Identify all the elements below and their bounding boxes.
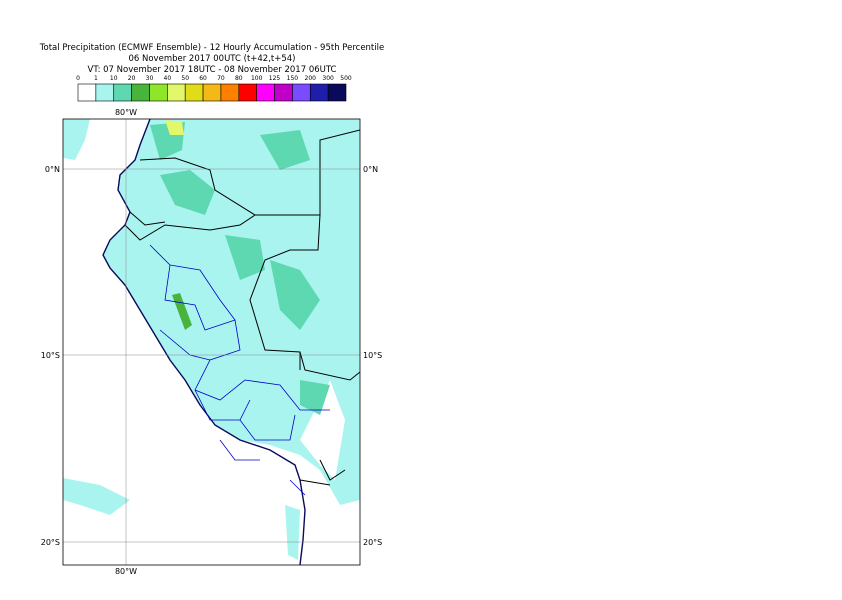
precip-moderate [260, 130, 310, 170]
colorbar-label: 0 [76, 75, 80, 82]
colorbar-box [274, 83, 293, 102]
colorbar-label: 60 [199, 75, 207, 82]
colorbar-label: 125 [269, 75, 281, 82]
colorbar-label: 500 [340, 75, 352, 82]
colorbar-box [95, 83, 115, 102]
precip-ocean [285, 505, 300, 560]
precip-moderate [160, 170, 215, 215]
colorbar-label: 30 [146, 75, 154, 82]
colorbar-label: 1 [94, 75, 98, 82]
precip-moderate [270, 260, 320, 330]
valid-time: VT: 07 November 2017 18UTC - 08 November… [88, 65, 337, 75]
lon-label: 80°W [115, 567, 137, 576]
colorbar-label: 70 [217, 75, 225, 82]
lat-label: 0°N [363, 165, 378, 174]
precip-ocean [63, 478, 130, 515]
title: Total Precipitation (ECMWF Ensemble) - 1… [39, 43, 384, 53]
colorbar-label: 150 [287, 75, 299, 82]
colorbar-label: 40 [164, 75, 172, 82]
colorbar-box [220, 83, 240, 102]
colorbar-label: 10 [110, 75, 118, 82]
lat-label: 0°N [45, 165, 60, 174]
colorbar-label: 100 [251, 75, 263, 82]
colorbar: 0 1 10 20 30 40 50 60 70 80 100 125 150 200 300 500 [76, 75, 352, 102]
colorbar-box [327, 83, 347, 102]
lat-label: 20°S [41, 538, 60, 547]
precip-ocean [63, 119, 90, 160]
precip-moderate [225, 235, 265, 280]
colorbar-box [184, 83, 204, 102]
lat-label: 20°S [363, 538, 382, 547]
precip-peak [165, 120, 184, 135]
colorbar-box [202, 83, 222, 102]
map-frame [62, 118, 361, 566]
colorbar-box [149, 83, 168, 102]
colorbar-box [309, 83, 329, 102]
border [124, 129, 360, 486]
colorbar-box [238, 83, 257, 102]
colorbar-label: 20 [128, 75, 136, 82]
lat-label: 10°S [363, 351, 382, 360]
colorbar-label: 80 [235, 75, 243, 82]
map [63, 119, 360, 565]
colorbar-label: 50 [181, 75, 189, 82]
colorbar-box [113, 83, 132, 102]
lat-label: 10°S [41, 351, 60, 360]
precip-moderate [300, 380, 330, 415]
coastline [102, 119, 306, 565]
colorbar-label: 300 [322, 75, 334, 82]
colorbar-box [131, 83, 150, 102]
colorbar-box [77, 83, 97, 102]
colorbar-box [256, 83, 275, 102]
run-time: 06 November 2017 00UTC (t+42,t+54) [128, 54, 295, 64]
lon-label: 80°W [115, 108, 137, 117]
colorbar-box [292, 83, 311, 102]
colorbar-box [167, 83, 186, 102]
dry-area [300, 380, 345, 480]
colorbar-label: 200 [305, 75, 317, 82]
